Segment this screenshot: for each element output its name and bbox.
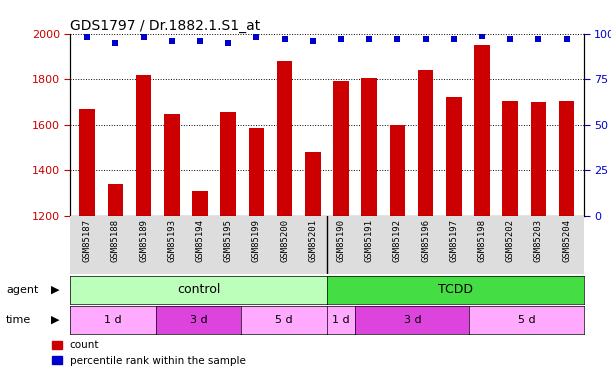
Point (308, 38, 318, 44)
Text: GSM85195: GSM85195 (224, 219, 233, 261)
Bar (192, 190, 208, 216)
Text: GDS1797 / Dr.1882.1.S1_at: GDS1797 / Dr.1882.1.S1_at (70, 19, 260, 33)
Bar (390, 124, 405, 216)
Text: time: time (6, 315, 31, 325)
Bar (362, 78, 377, 216)
Point (449, 36, 459, 42)
Bar (136, 75, 152, 216)
Bar (221, 112, 236, 216)
Point (336, 36, 346, 42)
Point (223, 40, 233, 46)
Text: 1 d: 1 d (332, 315, 350, 325)
Text: GSM85204: GSM85204 (562, 219, 571, 261)
Point (392, 36, 402, 42)
Point (82, 34, 92, 40)
Bar (108, 184, 123, 216)
Bar (305, 152, 321, 216)
Bar (446, 98, 461, 216)
Text: TCDD: TCDD (437, 283, 473, 296)
Bar (277, 61, 292, 216)
Bar (418, 70, 433, 216)
Text: ▶: ▶ (51, 285, 59, 295)
Text: GSM85191: GSM85191 (365, 219, 374, 261)
Text: 5 d: 5 d (518, 315, 535, 325)
Text: GSM85188: GSM85188 (111, 219, 120, 261)
Bar (474, 45, 490, 216)
Text: GSM85199: GSM85199 (252, 219, 261, 261)
Point (111, 40, 120, 46)
Point (364, 36, 374, 42)
Point (167, 38, 177, 44)
Legend: count, percentile rank within the sample: count, percentile rank within the sample (48, 336, 250, 370)
Point (421, 36, 431, 42)
Bar (502, 101, 518, 216)
Point (477, 33, 487, 39)
Text: ▶: ▶ (51, 315, 59, 325)
Text: GSM85200: GSM85200 (280, 219, 289, 261)
Text: GSM85196: GSM85196 (421, 219, 430, 261)
Point (533, 36, 543, 42)
Text: GSM85198: GSM85198 (477, 219, 486, 261)
Point (252, 34, 262, 40)
Bar (164, 114, 180, 216)
Text: GSM85202: GSM85202 (506, 219, 514, 261)
Bar (79, 109, 95, 216)
Text: 3 d: 3 d (404, 315, 421, 325)
Text: control: control (177, 283, 220, 296)
Point (195, 38, 205, 44)
Point (280, 36, 290, 42)
Text: 1 d: 1 d (104, 315, 122, 325)
Text: GSM85197: GSM85197 (449, 219, 458, 261)
Text: 5 d: 5 d (276, 315, 293, 325)
Text: agent: agent (6, 285, 38, 295)
Point (139, 34, 148, 40)
Point (505, 36, 515, 42)
Text: GSM85187: GSM85187 (82, 219, 92, 261)
Text: 3 d: 3 d (190, 315, 207, 325)
Text: GSM85189: GSM85189 (139, 219, 148, 261)
Bar (333, 81, 349, 216)
Text: GSM85201: GSM85201 (309, 219, 317, 261)
Text: GSM85193: GSM85193 (167, 219, 177, 261)
Bar (530, 102, 546, 216)
Point (562, 36, 571, 42)
Text: GSM85190: GSM85190 (337, 219, 345, 261)
Bar (559, 101, 574, 216)
Text: GSM85194: GSM85194 (196, 219, 205, 261)
Bar (249, 128, 264, 216)
Text: GSM85203: GSM85203 (534, 219, 543, 261)
Text: GSM85192: GSM85192 (393, 219, 402, 261)
